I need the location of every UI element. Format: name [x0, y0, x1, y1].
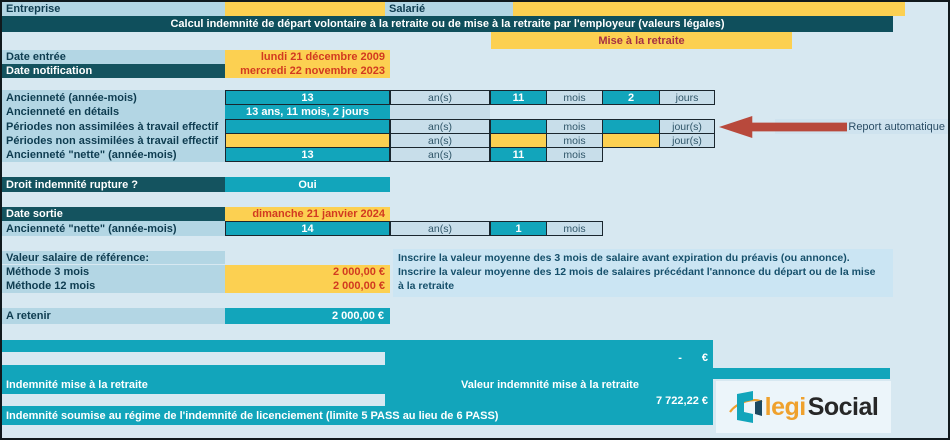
date-sortie-input[interactable]: dimanche 21 janvier 2024	[225, 207, 390, 221]
anciennete-months-value: 11	[490, 90, 547, 105]
anciennete-months-unit: mois	[546, 90, 603, 105]
droit-value: Oui	[225, 177, 390, 192]
periodes1-label: Périodes non assimilées à travail effect…	[2, 119, 225, 134]
salarie-input[interactable]	[513, 2, 905, 16]
page-title: Calcul indemnité de départ volontaire à …	[2, 16, 893, 32]
anciennete-label: Ancienneté (année-mois)	[2, 90, 225, 105]
periodes1-years-unit: an(s)	[390, 119, 490, 134]
anciennete-days-unit: jours	[659, 90, 715, 105]
periodes1-years-cell	[225, 119, 390, 134]
nette-sortie-years: 14	[225, 221, 390, 236]
entreprise-label: Entreprise	[2, 2, 225, 16]
periodes2-label: Périodes non assimilées à travail effect…	[2, 133, 225, 148]
anciennete-years-unit: an(s)	[390, 90, 490, 105]
empty-amount-euro: €	[701, 352, 708, 364]
result-strip-1	[2, 352, 385, 365]
mode-selector[interactable]: Mise à la retraite	[491, 32, 792, 49]
methode12-input[interactable]: 2 000,00 €	[225, 279, 390, 293]
nette-sortie-label: Ancienneté "nette" (année-mois)	[2, 221, 225, 236]
legisocial-icon	[728, 391, 763, 423]
periodes2-days-unit: jour(s)	[659, 133, 715, 148]
valeur-indemnite-value: 7 722,22 €	[656, 395, 708, 407]
nette-sortie-months: 1	[490, 221, 547, 236]
date-entree-label: Date entrée	[2, 50, 225, 64]
nette-sortie-years-unit: an(s)	[390, 221, 490, 236]
retenir-label: A retenir	[2, 308, 225, 324]
anciennete-details-label: Ancienneté en détails	[2, 105, 225, 119]
anciennete-details-spacer	[390, 105, 490, 119]
periodes1-months-unit: mois	[546, 119, 603, 134]
result-strip-2	[2, 394, 385, 406]
salaire-ref-label: Valeur salaire de référence:	[2, 251, 225, 264]
regime-note: Indemnité soumise au régime de l'indemni…	[6, 409, 499, 422]
date-entree-input[interactable]: lundi 21 décembre 2009	[225, 50, 390, 64]
anciennete-nette-years: 13	[225, 147, 390, 162]
logo-box: legi Social	[716, 381, 891, 433]
note-methode12: Inscrire la valeur moyenne des 12 mois d…	[398, 266, 876, 292]
periodes2-days-input[interactable]	[602, 133, 660, 148]
instructions-panel	[393, 249, 893, 297]
periodes1-days-cell	[602, 119, 660, 134]
anciennete-nette-label: Ancienneté "nette" (année-mois)	[2, 147, 225, 162]
anciennete-years-value: 13	[225, 90, 390, 105]
methode12-label: Méthode 12 mois	[2, 279, 225, 293]
valeur-indemnite-label: Valeur indemnité mise à la retraite	[461, 378, 639, 391]
periodes1-days-unit: jour(s)	[659, 119, 715, 134]
empty-amount-value: - €	[540, 351, 708, 365]
anciennete-nette-months-unit: mois	[546, 147, 603, 162]
logo-text-social: Social	[807, 392, 879, 421]
anciennete-details-value: 13 ans, 11 mois, 2 jours	[225, 105, 390, 119]
periodes2-years-unit: an(s)	[390, 133, 490, 148]
nette-sortie-months-unit: mois	[546, 221, 603, 236]
salarie-label: Salarié	[385, 2, 513, 16]
methode3-label: Méthode 3 mois	[2, 265, 225, 279]
note-methode3: Inscrire la valeur moyenne des 3 mois de…	[398, 252, 850, 264]
indemnite-retraite-label: Indemnité mise à la retraite	[6, 378, 148, 391]
date-notification-input[interactable]: mercredi 22 novembre 2023	[225, 64, 390, 78]
periodes1-months-cell	[490, 119, 547, 134]
logo-text-legi: legi	[764, 392, 807, 421]
periodes2-months-input[interactable]	[490, 133, 547, 148]
droit-label: Droit indemnité rupture ?	[2, 177, 225, 192]
periodes2-years-input[interactable]	[225, 133, 390, 148]
retenir-value: 2 000,00 €	[225, 308, 390, 324]
empty-amount-dash: -	[678, 352, 682, 364]
periodes2-months-unit: mois	[546, 133, 603, 148]
anciennete-nette-years-unit: an(s)	[390, 147, 490, 162]
entreprise-input[interactable]	[225, 2, 385, 16]
anciennete-days-value: 2	[602, 90, 660, 105]
date-notification-label: Date notification	[2, 64, 225, 78]
methode3-input[interactable]: 2 000,00 €	[225, 265, 390, 279]
result-band-extension	[713, 368, 890, 379]
date-sortie-label: Date sortie	[2, 207, 225, 221]
anciennete-nette-months: 11	[490, 147, 547, 162]
